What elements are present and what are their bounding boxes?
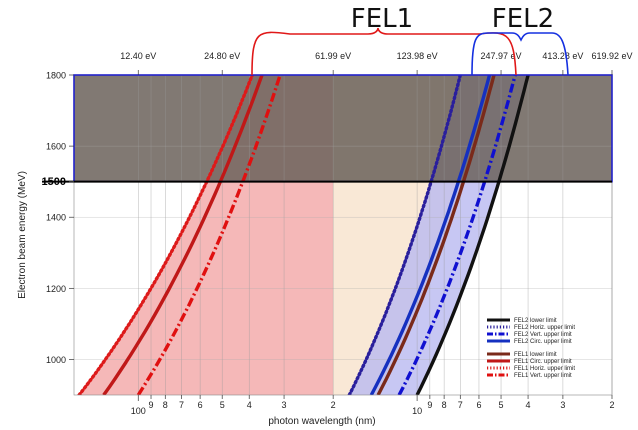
legend-label-fel1-lower-limit: FEL1 lower limit <box>514 352 557 358</box>
top-tick-label-20: 61.99 eV <box>315 51 351 61</box>
legend-label-fel1-horiz-upper-limit: FEL1 Horiz. upper limit <box>514 366 575 372</box>
x-tick-label-10: 10 <box>412 406 422 416</box>
top-tick-label-5: 247.97 eV <box>481 51 522 61</box>
series-fel2-lower-limit <box>415 75 530 395</box>
series-fel2-circ-upper-limit <box>369 75 492 395</box>
y-tick-label-1500: 1500 <box>42 176 66 188</box>
x-tick-label-9: 9 <box>427 400 432 410</box>
x-tick-label-8: 8 <box>442 400 447 410</box>
y-axis-title: Electron beam energy (MeV) <box>17 171 28 299</box>
x-tick-label-40: 4 <box>247 400 252 410</box>
fel2-label: FEL2 <box>492 4 554 34</box>
y-tick-label-1400: 1400 <box>46 213 66 223</box>
x-tick-label-50: 5 <box>220 400 225 410</box>
legend-label-fel1-circ-upper-limit: FEL1 Circ. upper limit <box>514 359 572 365</box>
top-tick-label-10: 123.98 eV <box>397 51 438 61</box>
x-axis-title: photon wavelength (nm) <box>268 416 375 427</box>
x-tick-label-3: 3 <box>560 400 565 410</box>
x-tick-label-80: 8 <box>163 400 168 410</box>
fel2-brace <box>471 32 569 76</box>
top-tick-label-100: 12.40 eV <box>120 51 156 61</box>
shaded-regions <box>74 75 612 395</box>
region-gray-band <box>74 75 612 182</box>
top-tick-label-50: 24.80 eV <box>204 51 240 61</box>
x-tick-label-5: 5 <box>499 400 504 410</box>
y-tick-label-1200: 1200 <box>46 284 66 294</box>
top-tick-label-2: 619.92 eV <box>591 51 632 61</box>
top-tick-label-3: 413.28 eV <box>542 51 583 61</box>
legend-label-fel2-lower-limit: FEL2 lower limit <box>514 318 557 324</box>
legend-label-fel2-circ-upper-limit: FEL2 Circ. upper limit <box>514 339 572 345</box>
x-tick-label-70: 7 <box>179 400 184 410</box>
x-tick-label-2: 2 <box>609 400 614 410</box>
series-fel1-circ-upper-limit <box>102 75 264 395</box>
series-fel2-vert-upper-limit <box>397 75 517 395</box>
fel1-brace <box>251 27 517 76</box>
x-tick-label-100: 100 <box>131 406 146 416</box>
x-tick-label-4: 4 <box>526 400 531 410</box>
y-ticks: 1000 1200 1400 1500 1600 1800 <box>42 71 74 365</box>
series-fel2-horiz-upper-limit <box>347 75 462 395</box>
series-fel1-vert-upper-limit <box>136 75 282 395</box>
legend-label-fel2-vert-upper-limit: FEL2 Vert. upper limit <box>514 332 572 338</box>
x-tick-label-90: 9 <box>149 400 154 410</box>
x-tick-label-6: 6 <box>476 400 481 410</box>
x-ticks-top: 12.40 eV 24.80 eV 61.99 eV 123.98 eV 247.97 … <box>120 51 633 75</box>
y-tick-label-1600: 1600 <box>46 142 66 152</box>
x-tick-label-60: 6 <box>198 400 203 410</box>
y-tick-label-1800: 1800 <box>46 71 66 81</box>
legend-label-fel2-horiz-upper-limit: FEL2 Horiz. upper limit <box>514 325 575 331</box>
x-tick-label-30: 3 <box>282 400 287 410</box>
legend-label-fel1-vert-upper-limit: FEL1 Vert. upper limit <box>514 373 572 379</box>
x-tick-label-20: 2 <box>331 400 336 410</box>
x-tick-label-7: 7 <box>458 400 463 410</box>
series-lines <box>77 75 530 395</box>
series-fel1-horiz-upper-limit <box>77 75 255 395</box>
fel1-label: FEL1 <box>351 4 413 34</box>
series-fel1-lower-limit <box>376 75 496 395</box>
grid-lines <box>74 74 613 395</box>
y-tick-label-1000: 1000 <box>46 355 66 365</box>
